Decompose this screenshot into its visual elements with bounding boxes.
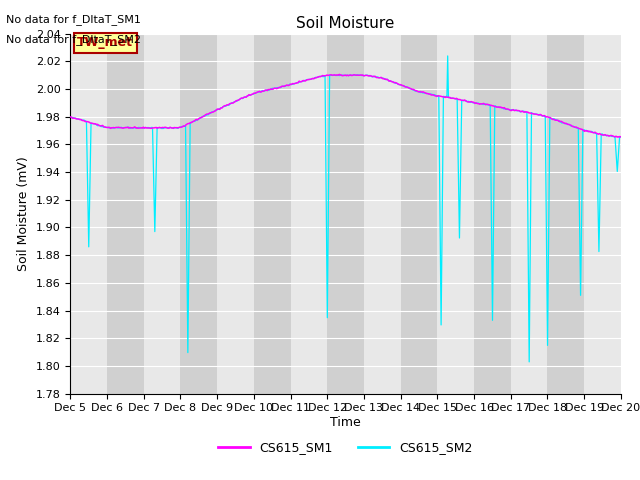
Bar bbox=[180, 34, 217, 394]
Legend: CS615_SM1, CS615_SM2: CS615_SM1, CS615_SM2 bbox=[214, 436, 477, 459]
Bar bbox=[474, 34, 511, 394]
Bar bbox=[254, 34, 291, 394]
Text: No data for f_DltaT_SM2: No data for f_DltaT_SM2 bbox=[6, 34, 141, 45]
Bar bbox=[107, 34, 144, 394]
Title: Soil Moisture: Soil Moisture bbox=[296, 16, 395, 31]
Text: No data for f_DltaT_SM1: No data for f_DltaT_SM1 bbox=[6, 14, 141, 25]
Bar bbox=[327, 34, 364, 394]
Y-axis label: Soil Moisture (mV): Soil Moisture (mV) bbox=[17, 156, 30, 271]
Bar bbox=[401, 34, 437, 394]
X-axis label: Time: Time bbox=[330, 416, 361, 429]
Text: TW_met: TW_met bbox=[77, 36, 133, 49]
Bar bbox=[547, 34, 584, 394]
